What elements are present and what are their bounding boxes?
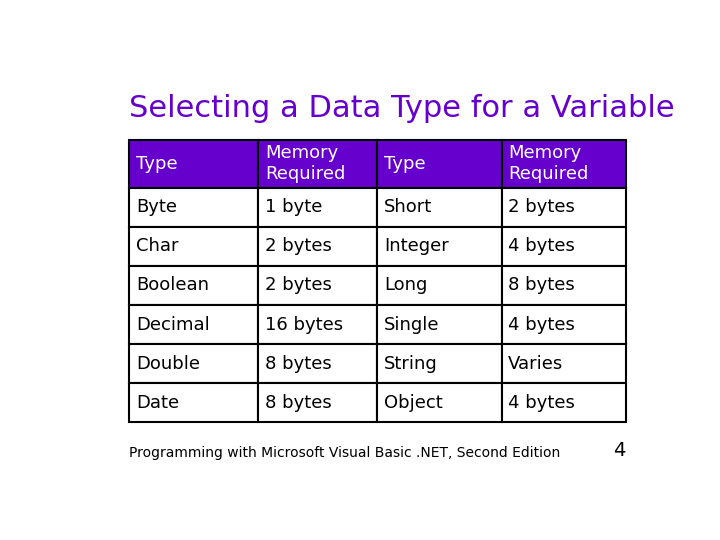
Text: Selecting a Data Type for a Variable: Selecting a Data Type for a Variable (129, 94, 675, 123)
Bar (377, 188, 502, 227)
Bar (502, 305, 626, 344)
Bar (377, 344, 502, 383)
Text: Programming with Microsoft Visual Basic .NET, Second Edition: Programming with Microsoft Visual Basic … (129, 446, 560, 460)
Bar (502, 383, 626, 422)
Text: Short: Short (384, 198, 432, 216)
Text: 4 bytes: 4 bytes (508, 238, 575, 255)
Bar (377, 305, 502, 344)
Text: 2 bytes: 2 bytes (508, 198, 575, 216)
Text: 4 bytes: 4 bytes (508, 394, 575, 412)
Bar (502, 227, 626, 266)
Text: 1 byte: 1 byte (265, 198, 323, 216)
Text: String: String (384, 355, 438, 373)
Text: 4: 4 (613, 441, 626, 460)
Text: Single: Single (384, 315, 440, 334)
Bar (502, 140, 626, 188)
Bar (129, 383, 258, 422)
Bar (377, 266, 502, 305)
Text: Boolean: Boolean (136, 276, 209, 294)
Text: Memory
Required: Memory Required (265, 144, 346, 183)
Bar (129, 227, 258, 266)
Text: 2 bytes: 2 bytes (265, 276, 332, 294)
Bar (129, 188, 258, 227)
Bar (377, 227, 502, 266)
Bar (129, 140, 258, 188)
Bar (502, 266, 626, 305)
Text: Object: Object (384, 394, 443, 412)
Text: Decimal: Decimal (136, 315, 210, 334)
Bar (502, 188, 626, 227)
Bar (129, 266, 258, 305)
Text: Date: Date (136, 394, 179, 412)
Text: Memory
Required: Memory Required (508, 144, 588, 183)
Text: Integer: Integer (384, 238, 449, 255)
Text: Byte: Byte (136, 198, 176, 216)
Bar (258, 188, 377, 227)
Bar (258, 305, 377, 344)
Bar (129, 305, 258, 344)
Text: Type: Type (136, 154, 177, 173)
Bar (258, 140, 377, 188)
Text: 8 bytes: 8 bytes (265, 355, 332, 373)
Text: 16 bytes: 16 bytes (265, 315, 343, 334)
Bar (258, 344, 377, 383)
Text: Double: Double (136, 355, 199, 373)
Bar (502, 344, 626, 383)
Bar (377, 140, 502, 188)
Text: Long: Long (384, 276, 428, 294)
Text: 2 bytes: 2 bytes (265, 238, 332, 255)
Bar (258, 266, 377, 305)
Text: Char: Char (136, 238, 179, 255)
Text: 4 bytes: 4 bytes (508, 315, 575, 334)
Bar (258, 383, 377, 422)
Text: Varies: Varies (508, 355, 564, 373)
Bar (129, 344, 258, 383)
Bar (258, 227, 377, 266)
Text: Type: Type (384, 154, 426, 173)
Text: 8 bytes: 8 bytes (508, 276, 575, 294)
Bar (377, 383, 502, 422)
Text: 8 bytes: 8 bytes (265, 394, 332, 412)
